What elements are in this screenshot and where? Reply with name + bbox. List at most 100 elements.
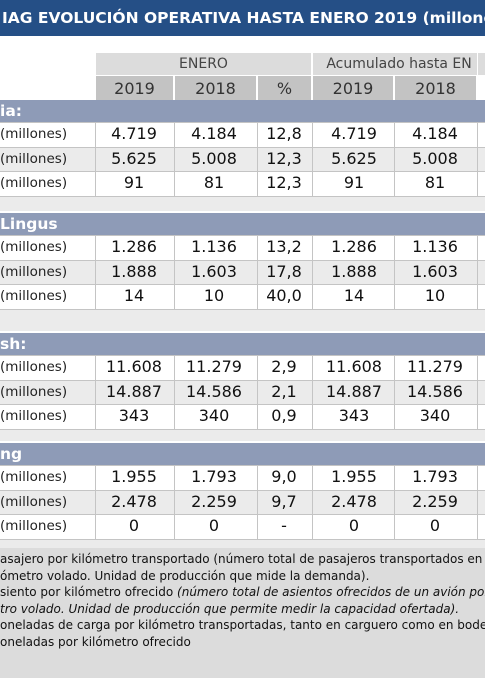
cell-value: 11.279 bbox=[407, 357, 463, 376]
column-divider bbox=[477, 465, 478, 539]
note-text-italic: tro volado. Unidad de producción que per… bbox=[0, 601, 460, 616]
table-row: (millones) 14.887 14.586 2,1 14.887 14.586 bbox=[0, 379, 485, 404]
row-label: (millones) bbox=[0, 239, 68, 255]
cell-value: 1.603 bbox=[191, 261, 237, 281]
column-divider bbox=[312, 122, 313, 196]
cell-value: 2.478 bbox=[331, 491, 377, 511]
note-text-italic: (número total de asientos ofrecidos de u… bbox=[177, 585, 485, 599]
column-divider bbox=[394, 355, 395, 429]
column-divider bbox=[95, 355, 96, 429]
cell-value: 91 bbox=[343, 173, 365, 192]
note-line: oneladas por kilómetro ofrecido bbox=[0, 634, 485, 651]
column-divider bbox=[312, 235, 313, 309]
cell-value: 14 bbox=[343, 286, 365, 305]
column-divider bbox=[312, 355, 313, 429]
column-divider bbox=[477, 235, 478, 309]
row-divider bbox=[0, 284, 485, 285]
column-divider bbox=[394, 235, 395, 309]
note-line: siento por kilómetro ofrecido (número to… bbox=[0, 584, 485, 601]
header-year-enero-2018: 2018 bbox=[175, 76, 256, 102]
cell-value: 12,3 bbox=[266, 148, 302, 168]
section-header: ng bbox=[0, 443, 485, 465]
cell-value: 91 bbox=[123, 173, 145, 192]
table-row: (millones) 11.608 11.279 2,9 11.608 11.279 bbox=[0, 355, 485, 379]
note-text: oneladas por kilómetro ofrecido bbox=[0, 634, 191, 649]
note-line: asajero por kilómetro transportado (núme… bbox=[0, 551, 485, 568]
cell-value: 1.793 bbox=[191, 467, 237, 486]
row-divider bbox=[0, 538, 485, 540]
cell-value: 14 bbox=[123, 286, 145, 305]
cell-value: 14.586 bbox=[186, 381, 242, 401]
cell-value: 9,7 bbox=[271, 491, 297, 511]
note-text: siento por kilómetro ofrecido bbox=[0, 585, 178, 599]
section-header: sh: bbox=[0, 333, 485, 355]
note-line: oneladas de carga por kilómetro transpor… bbox=[0, 617, 485, 634]
cell-value: 2.478 bbox=[111, 491, 157, 511]
row-divider bbox=[0, 514, 485, 515]
column-divider bbox=[394, 122, 395, 196]
cell-value: 2,1 bbox=[271, 381, 297, 401]
cell-value: 11.608 bbox=[326, 357, 382, 376]
header-year-acum-2019: 2019 bbox=[313, 76, 393, 102]
row-label: (millones) bbox=[0, 408, 68, 424]
note-line: ómetro volado. Unidad de producción que … bbox=[0, 568, 485, 585]
header-enero: ENERO bbox=[96, 53, 311, 75]
cell-value: 2,9 bbox=[271, 357, 297, 376]
row-divider bbox=[0, 171, 485, 172]
cell-value: 4.719 bbox=[331, 124, 377, 143]
cell-value: 14.887 bbox=[326, 381, 382, 401]
table-title: IAG EVOLUCIÓN OPERATIVA HASTA ENERO 2019… bbox=[0, 0, 485, 36]
cell-value: 5.008 bbox=[412, 148, 458, 168]
column-divider bbox=[477, 355, 478, 429]
cell-value: 14.586 bbox=[407, 381, 463, 401]
row-label: (millones) bbox=[0, 126, 68, 142]
column-divider bbox=[257, 465, 258, 539]
table-row: (millones) 2.478 2.259 9,7 2.478 2.259 bbox=[0, 489, 485, 514]
cell-value: 1.888 bbox=[331, 261, 377, 281]
cell-value: 2.259 bbox=[191, 491, 237, 511]
column-divider bbox=[174, 465, 175, 539]
header-percent: % bbox=[258, 76, 311, 102]
row-divider bbox=[0, 195, 485, 197]
cell-value: 9,0 bbox=[271, 467, 297, 486]
column-divider bbox=[95, 465, 96, 539]
note-text: ómetro volado. Unidad de producción que … bbox=[0, 568, 370, 583]
row-divider bbox=[0, 428, 485, 430]
row-divider bbox=[0, 404, 485, 405]
table-row: (millones) 4.719 4.184 12,8 4.719 4.184 bbox=[0, 122, 485, 146]
header-year-enero-2019: 2019 bbox=[96, 76, 173, 102]
row-label: (millones) bbox=[0, 469, 68, 485]
header-acumulado: Acumulado hasta EN bbox=[313, 53, 485, 75]
note-text: asajero por kilómetro transportado (núme… bbox=[0, 552, 485, 566]
table-row: (millones) 1.888 1.603 17,8 1.888 1.603 bbox=[0, 259, 485, 284]
cell-value: 10 bbox=[203, 286, 225, 305]
cell-value: 1.888 bbox=[111, 261, 157, 281]
row-divider bbox=[0, 489, 485, 491]
cell-value: 10 bbox=[424, 286, 446, 305]
cell-value: 11.608 bbox=[106, 357, 162, 376]
cell-value: 11.279 bbox=[186, 357, 242, 376]
column-divider bbox=[95, 122, 96, 196]
notes-lines: asajero por kilómetro transportado (núme… bbox=[0, 551, 485, 650]
section-spacer bbox=[0, 428, 485, 441]
column-divider bbox=[95, 235, 96, 309]
column-divider bbox=[477, 122, 478, 196]
row-divider bbox=[0, 465, 485, 466]
cell-value: 0 bbox=[429, 516, 441, 535]
column-divider bbox=[257, 122, 258, 196]
table-row: (millones) 14 10 40,0 14 10 bbox=[0, 284, 485, 308]
row-label: (millones) bbox=[0, 493, 68, 510]
section-header: ia: bbox=[0, 100, 485, 122]
cell-value: 4.184 bbox=[412, 124, 458, 143]
cell-value: 340 bbox=[198, 406, 230, 425]
row-label: (millones) bbox=[0, 383, 68, 400]
column-divider bbox=[174, 122, 175, 196]
cell-value: 81 bbox=[203, 173, 225, 192]
row-divider bbox=[0, 379, 485, 381]
row-label: (millones) bbox=[0, 359, 68, 375]
header-year-acum-2018: 2018 bbox=[395, 76, 476, 102]
row-label: (millones) bbox=[0, 518, 68, 534]
header-divider bbox=[312, 53, 313, 100]
note-line: tro volado. Unidad de producción que per… bbox=[0, 601, 485, 618]
